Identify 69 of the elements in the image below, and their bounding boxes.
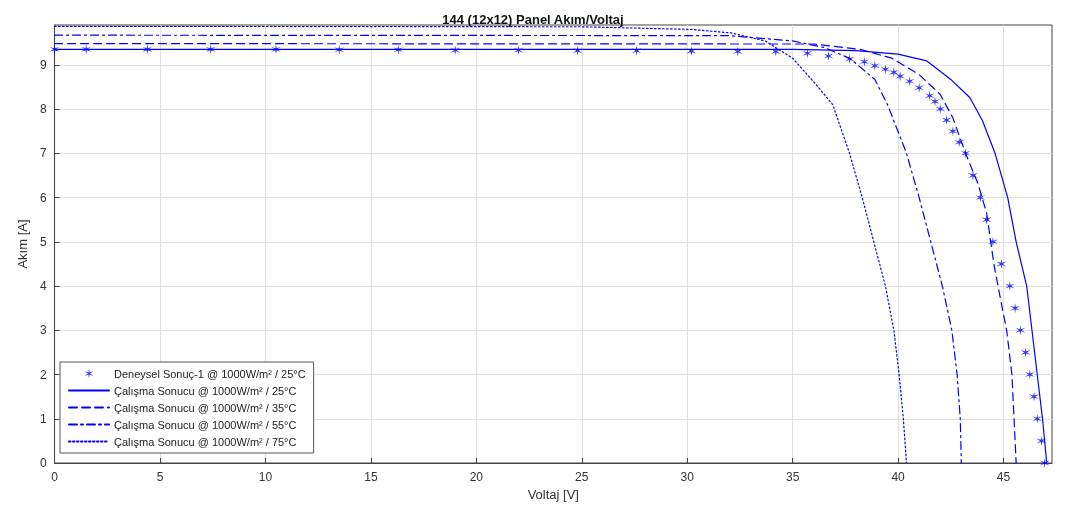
legend-label: Çalışma Sonucu @ 1000W/m² / 25°C — [114, 384, 297, 397]
x-tick-label: 0 — [51, 470, 59, 484]
y-tick-label: 4 — [39, 279, 47, 294]
x-tick-label: 25 — [575, 470, 589, 484]
point — [334, 44, 345, 55]
point — [914, 82, 925, 93]
point — [859, 56, 870, 67]
point — [1029, 391, 1040, 402]
point — [823, 50, 834, 61]
point — [954, 137, 965, 148]
y-tick-label: 0 — [39, 456, 47, 470]
point — [1024, 369, 1035, 380]
point — [631, 45, 642, 56]
point — [981, 214, 992, 225]
point — [880, 64, 891, 75]
point — [967, 170, 978, 181]
point — [947, 126, 958, 137]
point — [1032, 413, 1043, 424]
point — [1020, 347, 1031, 358]
point — [975, 192, 986, 203]
y-tick-label: 8 — [39, 102, 47, 117]
point — [205, 44, 216, 55]
point — [81, 44, 92, 55]
y-tick-label: 1 — [39, 411, 47, 426]
point — [960, 148, 971, 159]
x-tick-label: 30 — [680, 470, 695, 484]
y-tick-label: 6 — [39, 190, 47, 205]
chart-title: 144 (12x12) Panel Akım/Voltaj — [442, 12, 624, 27]
point — [895, 71, 906, 82]
legend-label: Çalışma Sonucu @ 1000W/m² / 35°C — [114, 401, 297, 414]
point — [686, 46, 697, 57]
y-tick-label: 9 — [39, 57, 47, 72]
point — [1015, 325, 1026, 336]
y-tick-label: 5 — [39, 234, 47, 249]
point — [802, 48, 813, 59]
y-tick-label: 2 — [39, 367, 47, 382]
point — [393, 44, 404, 55]
point — [732, 46, 743, 57]
point — [869, 60, 880, 71]
x-tick-label: 35 — [785, 470, 800, 484]
y-axis-title: Akım [A] — [15, 219, 30, 269]
x-tick-label: 15 — [364, 470, 378, 484]
point — [572, 45, 583, 56]
point — [770, 46, 781, 57]
point — [450, 45, 461, 56]
point — [987, 236, 998, 247]
x-tick-label: 10 — [258, 470, 273, 484]
y-tick-label: 7 — [39, 146, 47, 161]
point — [270, 44, 281, 55]
point — [49, 44, 60, 55]
point — [513, 45, 524, 56]
x-axis-title: Voltaj [V] — [527, 486, 579, 502]
legend-label: Çalışma Sonucu @ 1000W/m² / 55°C — [114, 418, 297, 431]
point — [924, 90, 935, 101]
y-tick-label: 3 — [39, 323, 47, 338]
point — [888, 67, 899, 78]
point — [1036, 435, 1047, 446]
point — [1039, 458, 1050, 468]
x-tick-label: 45 — [996, 470, 1011, 484]
legend-label: Çalışma Sonucu @ 1000W/m² / 75°C — [114, 435, 297, 448]
point — [941, 115, 952, 126]
point — [142, 44, 153, 55]
point — [844, 54, 855, 65]
point — [996, 258, 1007, 269]
x-tick-label: 5 — [156, 470, 164, 484]
x-tick-label: 40 — [891, 470, 906, 484]
x-tick-label: 20 — [469, 470, 484, 484]
point — [904, 76, 915, 87]
legend-label: Deneysel Sonuç-1 @ 1000W/m² / 25°C — [114, 367, 306, 380]
